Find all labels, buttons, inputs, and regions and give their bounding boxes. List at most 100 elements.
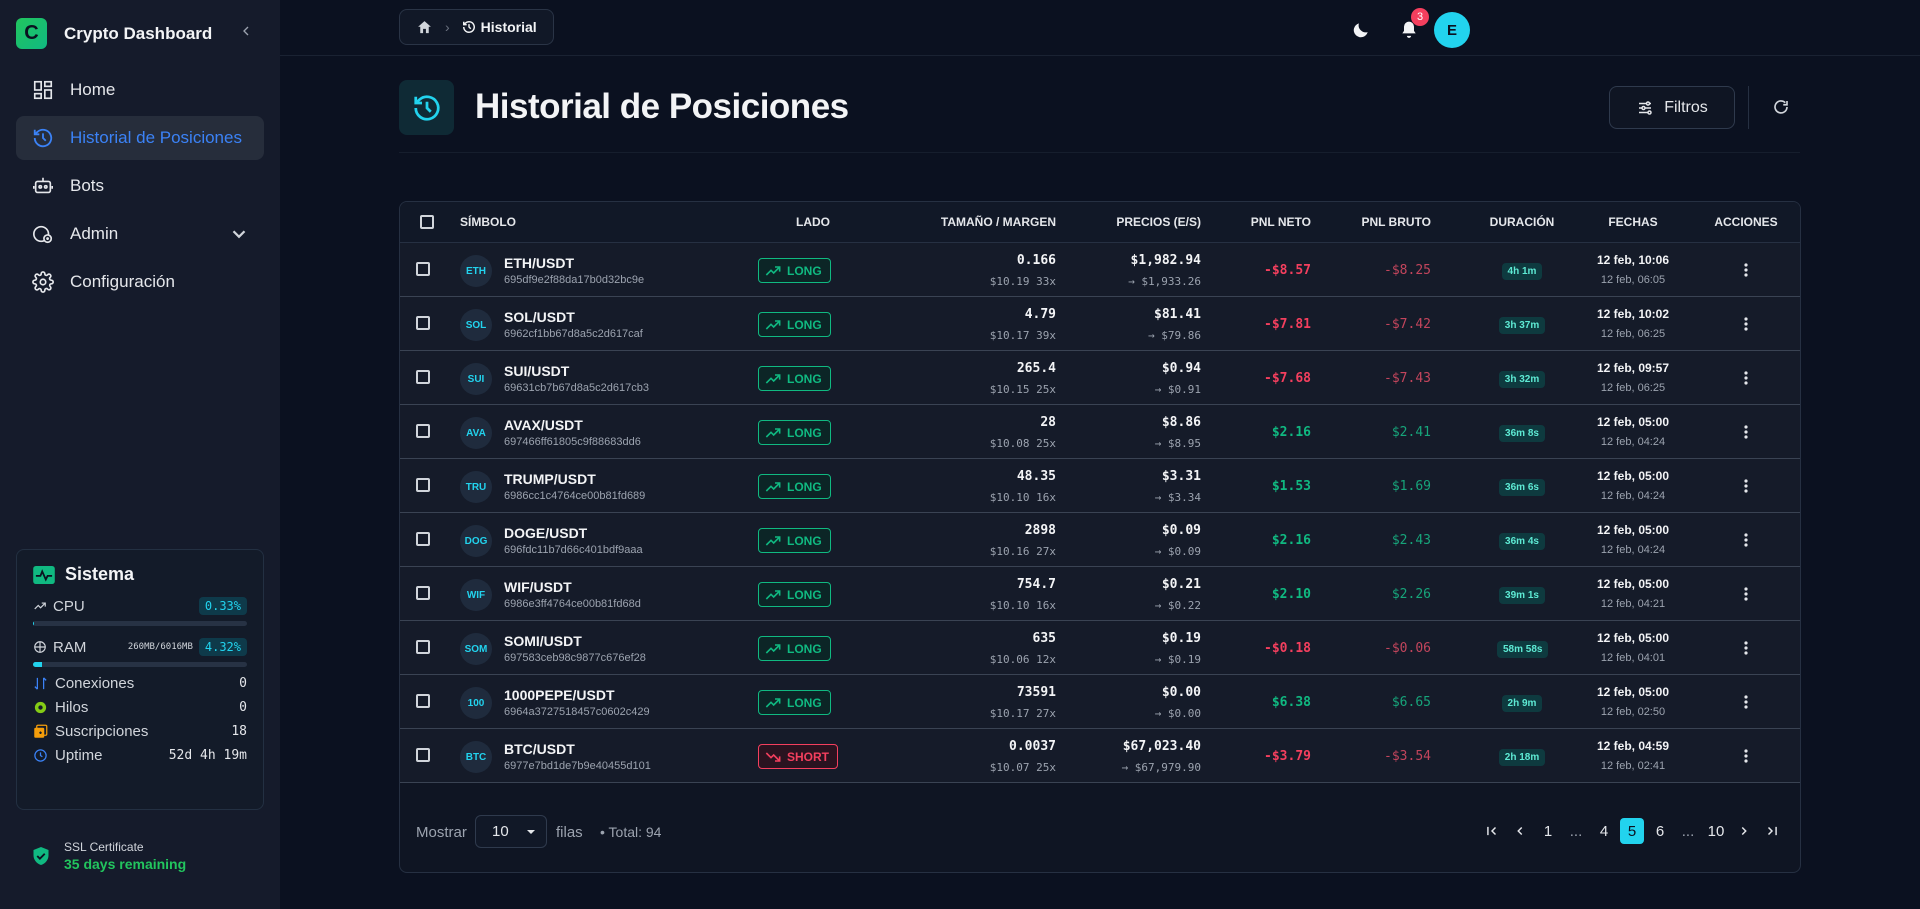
page-button[interactable]: 5 <box>1620 818 1644 844</box>
row-actions-button[interactable] <box>1734 258 1758 282</box>
table-row[interactable]: SUI SUI/USDT 69631cb7b67d8a5c2d617cb3 LONG 2… <box>400 351 1800 405</box>
close-date: 12 feb, 05:00 <box>1596 469 1670 483</box>
symbol-name[interactable]: ETH/USDT <box>504 255 574 271</box>
ram-bar <box>33 662 247 667</box>
rows-per-page-select[interactable]: 10 <box>475 815 547 848</box>
table-row[interactable]: WIF WIF/USDT 6986e3ff4764ce00b81fd68d LONG 7… <box>400 567 1800 621</box>
row-actions-button[interactable] <box>1734 420 1758 444</box>
header-side[interactable]: LADO <box>796 215 830 229</box>
row-actions-button[interactable] <box>1734 474 1758 498</box>
exit-price: → $0.91 <box>1154 383 1201 396</box>
next-page-button[interactable] <box>1732 818 1756 844</box>
refresh-button[interactable] <box>1768 94 1794 120</box>
page-button[interactable]: 10 <box>1707 822 1725 840</box>
table-row[interactable]: TRU TRUMP/USDT 6986cc1c4764ce00b81fd689 LON… <box>400 459 1800 513</box>
robot-icon <box>33 177 53 194</box>
pnl-gross: $2.26 <box>1391 587 1431 602</box>
position-id: 696fdc11b7d66c401bdf9aaa <box>504 544 643 556</box>
duration-badge: 39m 1s <box>1497 585 1547 604</box>
entry-price: $0.94 <box>1161 361 1201 376</box>
row-actions-button[interactable] <box>1734 528 1758 552</box>
symbol-name[interactable]: DOGE/USDT <box>504 525 588 541</box>
sidebar-item-configuracion[interactable]: Configuración <box>16 260 264 304</box>
table-row[interactable]: SOL SOL/USDT 6962cf1bb67d8a5c2d617caf LONG 4… <box>400 297 1800 351</box>
header-divider-line <box>399 152 1800 153</box>
header-pnl-net[interactable]: PNL NETO <box>1250 215 1311 229</box>
position-id: 697466ff61805c9f88683dd6 <box>504 436 641 448</box>
header-dates[interactable]: FECHAS <box>1608 215 1658 229</box>
symbol-name[interactable]: BTC/USDT <box>504 741 575 757</box>
row-actions-button[interactable] <box>1734 636 1758 660</box>
entry-price: $0.19 <box>1161 631 1201 646</box>
row-actions-button[interactable] <box>1734 690 1758 714</box>
position-margin: $10.07 25x <box>989 761 1056 774</box>
row-actions-button[interactable] <box>1734 582 1758 606</box>
sidebar-item-bots[interactable]: Bots <box>16 164 264 208</box>
page-ellipsis: ... <box>1681 822 1695 840</box>
row-checkbox[interactable] <box>416 532 430 546</box>
row-checkbox[interactable] <box>416 478 430 492</box>
symbol-name[interactable]: SOL/USDT <box>504 309 575 325</box>
row-checkbox[interactable] <box>416 640 430 654</box>
sidebar-item-historial[interactable]: Historial de Posiciones <box>16 116 264 160</box>
page-button[interactable]: 1 <box>1543 822 1553 840</box>
page-button[interactable]: 4 <box>1599 822 1609 840</box>
theme-toggle-button[interactable] <box>1346 15 1376 45</box>
first-page-button[interactable] <box>1480 818 1504 844</box>
close-date: 12 feb, 04:59 <box>1596 739 1670 753</box>
symbol-name[interactable]: SOMI/USDT <box>504 633 582 649</box>
row-checkbox[interactable] <box>416 694 430 708</box>
pnl-gross: $2.43 <box>1391 533 1431 548</box>
trending-up-icon <box>765 643 781 654</box>
row-actions-button[interactable] <box>1734 312 1758 336</box>
symbol-name[interactable]: TRUMP/USDT <box>504 471 596 487</box>
row-actions-button[interactable] <box>1734 744 1758 768</box>
header-pnl-gross[interactable]: PNL BRUTO <box>1361 215 1431 229</box>
table-row[interactable]: 100 1000PEPE/USDT 6964a3727518457c0602c429… <box>400 675 1800 729</box>
table-row[interactable]: ETH ETH/USDT 695df9e2f88da17b0d32bc9e LONG 0… <box>400 243 1800 297</box>
select-all-checkbox[interactable] <box>420 215 434 229</box>
row-checkbox[interactable] <box>416 370 430 384</box>
symbol-name[interactable]: WIF/USDT <box>504 579 572 595</box>
close-date: 12 feb, 05:00 <box>1596 523 1670 537</box>
sidebar-item-admin[interactable]: Admin <box>16 212 264 256</box>
more-vertical-icon <box>1744 317 1748 331</box>
row-checkbox[interactable] <box>416 424 430 438</box>
table-row[interactable]: DOG DOGE/USDT 696fdc11b7d66c401bdf9aaa LONG… <box>400 513 1800 567</box>
row-checkbox[interactable] <box>416 586 430 600</box>
header-prices[interactable]: PRECIOS (E/S) <box>1116 215 1201 229</box>
stat-threads: Hilos 0 <box>33 699 247 716</box>
position-id: 697583ceb98c9877c676ef28 <box>504 652 646 664</box>
table-row[interactable]: AVA AVAX/USDT 697466ff61805c9f88683dd6 LONG… <box>400 405 1800 459</box>
row-checkbox[interactable] <box>416 748 430 762</box>
collapse-sidebar-button[interactable] <box>238 23 254 44</box>
prev-page-button[interactable] <box>1508 818 1532 844</box>
exit-price: → $3.34 <box>1154 491 1201 504</box>
notifications-button[interactable]: 3 <box>1394 8 1429 45</box>
page-button[interactable]: 6 <box>1655 822 1665 840</box>
pnl-gross: $2.41 <box>1391 425 1431 440</box>
symbol-name[interactable]: SUI/USDT <box>504 363 570 379</box>
symbol-name[interactable]: AVAX/USDT <box>504 417 583 433</box>
header-duration[interactable]: DURACIÓN <box>1489 215 1555 229</box>
filters-button[interactable]: Filtros <box>1609 86 1735 129</box>
row-actions-button[interactable] <box>1734 366 1758 390</box>
row-checkbox[interactable] <box>416 316 430 330</box>
app-logo[interactable]: C <box>16 18 47 49</box>
chevron-left-icon <box>1517 826 1523 836</box>
position-margin: $10.17 27x <box>989 707 1056 720</box>
symbol-name[interactable]: 1000PEPE/USDT <box>504 687 615 703</box>
avatar[interactable]: E <box>1434 12 1470 48</box>
header-size[interactable]: TAMAÑO / MARGEN <box>940 215 1056 229</box>
position-margin: $10.15 25x <box>989 383 1056 396</box>
position-size: 28 <box>1040 415 1056 430</box>
more-vertical-icon <box>1744 641 1748 655</box>
home-icon[interactable] <box>416 19 433 36</box>
row-checkbox[interactable] <box>416 262 430 276</box>
table-row[interactable]: SOM SOMI/USDT 697583ceb98c9877c676ef28 LONG… <box>400 621 1800 675</box>
table-row[interactable]: BTC BTC/USDT 6977e7bd1de7b9e40455d101 SHORT… <box>400 729 1800 783</box>
header-symbol[interactable]: SÍMBOLO <box>460 215 516 229</box>
last-page-button[interactable] <box>1760 818 1784 844</box>
sidebar-item-home[interactable]: Home <box>16 68 264 112</box>
pnl-net: $2.16 <box>1271 425 1311 440</box>
